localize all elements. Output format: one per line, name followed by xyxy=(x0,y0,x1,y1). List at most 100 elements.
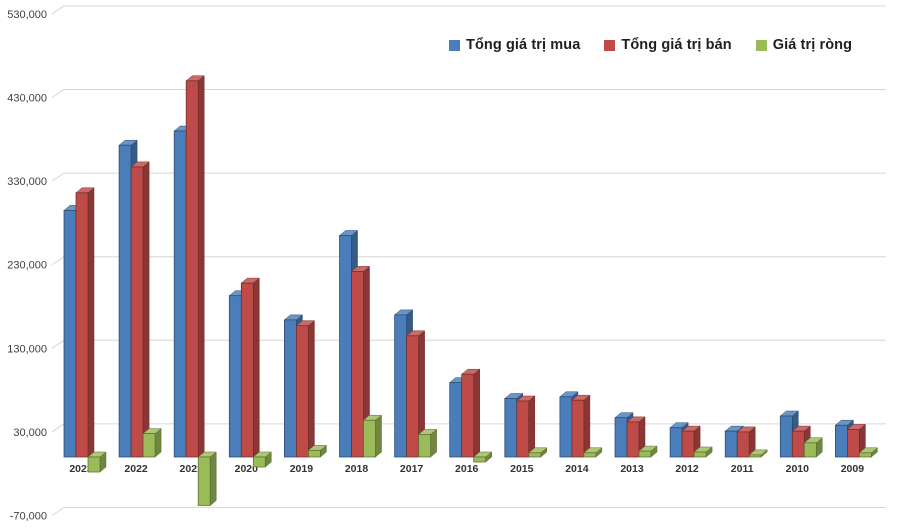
bar-front-face xyxy=(473,456,487,463)
bar-front-face xyxy=(394,314,407,458)
bar-2019-sell xyxy=(295,320,316,458)
gridline--70000 xyxy=(51,507,886,516)
bar-2011-sell xyxy=(736,426,756,458)
legend-item-buy: Tổng giá trị mua xyxy=(449,37,580,53)
bar-front-face xyxy=(197,456,211,506)
bar-front-face xyxy=(626,421,640,458)
bar-front-face xyxy=(406,335,419,458)
bar-front-face xyxy=(791,430,805,458)
legend-item-sell: Tổng giá trị bán xyxy=(604,37,732,53)
bar-front-face xyxy=(228,295,242,458)
bar-front-face xyxy=(461,373,475,458)
x-tick-label-2016: 2016 xyxy=(455,463,479,475)
bar-front-face xyxy=(351,271,364,458)
chart-legend: Tổng giá trị mua Tổng giá trị bán Giá tr… xyxy=(449,37,852,53)
bar-2018-net xyxy=(362,414,383,458)
x-tick-label-2019: 2019 xyxy=(290,463,314,475)
bar-front-face xyxy=(130,166,144,458)
bar-front-face xyxy=(859,452,872,458)
bar-front-face xyxy=(87,456,101,473)
bar-side-face xyxy=(142,161,150,458)
gridline-330000 xyxy=(51,172,886,182)
bar-2017-net xyxy=(417,428,438,458)
bar-side-face xyxy=(209,451,217,507)
bar-2015-sell xyxy=(516,395,536,458)
x-axis-labels: 2023 2022 2021 2020 2019 2018 2017 2016 2015 2014… xyxy=(69,463,864,475)
bar-side-face xyxy=(473,368,480,458)
bar-2013-net xyxy=(638,445,658,458)
legend-item-net: Giá trị ròng xyxy=(755,37,853,53)
y-tick-label--70000: -70,000 xyxy=(10,511,47,523)
x-tick-label-2020: 2020 xyxy=(235,463,259,475)
legend-label-sell: Tổng giá trị bán xyxy=(621,37,732,53)
bar-front-face xyxy=(847,429,860,458)
x-tick-label-2011: 2011 xyxy=(731,463,754,475)
bar-front-face xyxy=(528,452,542,458)
bar-side-face xyxy=(583,394,591,458)
bar-2013-sell xyxy=(626,416,646,458)
bars xyxy=(63,75,879,507)
bar-front-face xyxy=(614,417,628,458)
legend-label-net: Giá trị ròng xyxy=(772,37,853,53)
y-tick-label-30000: 30,000 xyxy=(13,427,47,439)
bar-front-face xyxy=(240,282,254,458)
bar-front-face xyxy=(363,419,376,458)
x-tick-label-2015: 2015 xyxy=(510,463,534,475)
y-tick-label-530000: 530,000 xyxy=(7,9,47,21)
bar-side-face xyxy=(253,277,260,458)
bar-2018-sell xyxy=(350,265,371,458)
bar-side-face xyxy=(87,187,95,458)
bar-side-face xyxy=(375,414,382,458)
bar-2017-sell xyxy=(405,330,426,458)
bar-2014-net xyxy=(583,447,603,458)
y-tick-label-330000: 330,000 xyxy=(7,176,47,188)
bar-2011-net xyxy=(748,449,768,458)
y-tick-label-430000: 430,000 xyxy=(7,93,47,105)
y-tick-label-230000: 230,000 xyxy=(7,260,47,272)
bar-2020-sell xyxy=(240,277,260,458)
bar-side-face xyxy=(308,320,315,458)
bar-front-face xyxy=(736,431,750,458)
legend-swatch-sell-icon xyxy=(604,39,616,51)
x-tick-label-2012: 2012 xyxy=(675,463,699,475)
bar-front-face xyxy=(583,452,597,458)
legend-swatch-net-icon xyxy=(755,39,767,51)
bar-2019-net xyxy=(307,444,328,458)
bar-2009-sell xyxy=(846,423,867,458)
bar-front-face xyxy=(504,398,518,458)
x-tick-label-2021: 2021 xyxy=(180,463,204,475)
bar-front-face xyxy=(296,325,309,458)
bar-2016-net xyxy=(473,451,493,463)
bar-side-face xyxy=(197,75,205,458)
legend-label-buy: Tổng giá trị mua xyxy=(466,37,581,53)
y-axis-labels: 530,000 430,000 330,000 230,000 130,000 30,00… xyxy=(7,9,47,523)
x-tick-label-2018: 2018 xyxy=(345,463,369,475)
bar-2022-sell xyxy=(130,161,150,458)
x-tick-label-2013: 2013 xyxy=(620,463,644,475)
x-tick-label-2009: 2009 xyxy=(841,463,865,475)
bar-front-face xyxy=(516,400,530,458)
bar-side-face xyxy=(528,395,536,458)
gridline-530000 xyxy=(51,5,886,15)
bar-front-face xyxy=(418,434,431,458)
bar-front-face xyxy=(559,396,573,458)
bar-front-face xyxy=(252,456,266,468)
bar-front-face xyxy=(449,382,463,458)
bar-front-face xyxy=(835,424,848,458)
bar-front-face xyxy=(779,415,793,458)
bar-front-face xyxy=(173,130,187,458)
bar-2016-sell xyxy=(461,368,481,458)
bar-front-face xyxy=(185,80,199,458)
bar-front-face xyxy=(118,144,132,458)
bar-front-face xyxy=(75,192,89,458)
bar-2012-net xyxy=(693,446,713,458)
bar-2023-sell xyxy=(75,187,95,458)
bar-front-face xyxy=(571,399,585,458)
bar-front-face xyxy=(681,430,695,458)
bar-front-face xyxy=(339,235,352,458)
bar-front-face xyxy=(724,430,738,458)
y-tick-label-130000: 130,000 xyxy=(7,343,47,355)
x-tick-label-2023: 2023 xyxy=(69,463,93,475)
bar-front-face xyxy=(693,451,707,458)
